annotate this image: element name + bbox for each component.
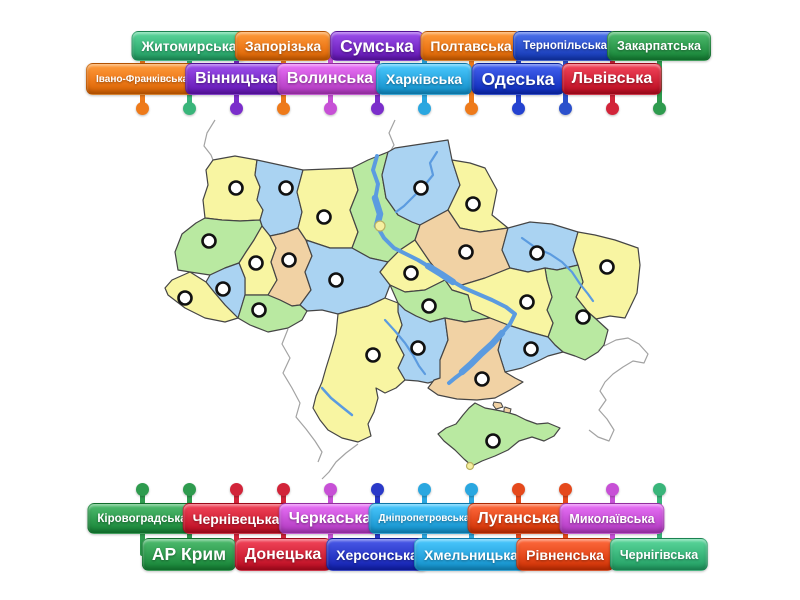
drag-label-mykolaivska[interactable]: Миколаївська <box>559 503 665 534</box>
answer-spot-kirovohrad[interactable] <box>421 298 437 314</box>
pin-dot-dnipropetrovska <box>417 482 431 496</box>
answer-spot-cherkasy[interactable] <box>403 265 419 281</box>
sivash-islet-1 <box>503 406 512 414</box>
drag-label-vinnytska[interactable]: Вінницька <box>185 63 287 95</box>
pin-dot-khmelnytska <box>464 482 478 496</box>
answer-spot-zakarpattia[interactable] <box>177 290 193 306</box>
drag-label-cherkaska[interactable]: Черкаська <box>278 503 382 534</box>
pin-dot-kirovohradska <box>135 482 149 496</box>
pin-dot-poltavska <box>464 101 478 115</box>
answer-spot-ternopil[interactable] <box>248 255 264 271</box>
drag-label-chernivetska[interactable]: Чернівецька <box>182 503 290 534</box>
sivash-islet-0 <box>492 401 504 410</box>
answer-spot-dnipropetrovsk[interactable] <box>519 294 535 310</box>
drag-label-volynska[interactable]: Волинська <box>276 63 384 95</box>
drag-label-poltavska[interactable]: Полтавська <box>420 31 522 61</box>
answer-spot-crimea[interactable] <box>485 433 501 449</box>
pin-dot-ivano-frankivska <box>135 101 149 115</box>
pin-dot-odeska <box>511 101 525 115</box>
answer-spot-donetsk[interactable] <box>575 309 591 325</box>
city-dot-sevastopol <box>465 461 475 471</box>
answer-spot-vinnytsia[interactable] <box>328 272 344 288</box>
answer-spot-odesa[interactable] <box>365 347 381 363</box>
drag-label-luhanska[interactable]: Луганська <box>467 503 569 534</box>
answer-spot-poltava[interactable] <box>458 244 474 260</box>
answer-spot-chernivtsi[interactable] <box>251 302 267 318</box>
answer-spot-zhytomyr[interactable] <box>316 209 332 225</box>
region-odesa <box>312 297 406 443</box>
drag-label-kirovohradska[interactable]: Кіровоградська <box>87 503 197 534</box>
answer-spot-volyn[interactable] <box>228 180 244 196</box>
river-3 <box>458 329 506 376</box>
neighbor-border-line-3 <box>321 443 359 480</box>
drag-label-lvivska[interactable]: Львівська <box>561 63 663 95</box>
answer-spot-ivano-frankivsk[interactable] <box>215 281 231 297</box>
drag-label-khersonska[interactable]: Херсонська <box>326 538 428 571</box>
pin-dot-kharkivska <box>417 101 431 115</box>
pin-dot-zakarpatska <box>652 101 666 115</box>
river-2 <box>424 262 457 286</box>
region-zakarpattia <box>164 271 239 323</box>
drag-label-ar-krym[interactable]: АР Крим <box>141 538 237 571</box>
pin-dot-donetska <box>276 482 290 496</box>
answer-spot-lviv[interactable] <box>201 233 217 249</box>
pin-dot-cherkaska <box>323 482 337 496</box>
region-zhytomyr <box>296 167 359 249</box>
pin-dot-ternopilska <box>558 101 572 115</box>
answer-spot-zaporizhzhia[interactable] <box>523 341 539 357</box>
answer-spot-rivne[interactable] <box>278 180 294 196</box>
answer-spot-sumy[interactable] <box>465 196 481 212</box>
pin-dot-sumska <box>370 101 384 115</box>
neighbor-border-line-1 <box>388 119 396 153</box>
answer-spot-luhansk[interactable] <box>599 259 615 275</box>
drag-label-chernihivska[interactable]: Чернігівська <box>609 538 709 571</box>
drag-label-khmelnytska[interactable]: Хмельницька <box>413 538 529 571</box>
pin-dot-luhanska <box>511 482 525 496</box>
city-dot-kyiv-city <box>374 220 386 232</box>
drag-label-ternopilska[interactable]: Тернопільська <box>513 31 617 61</box>
pin-dot-zhytomyrska <box>182 101 196 115</box>
drag-label-kharkivska[interactable]: Харківська <box>375 63 473 95</box>
answer-spot-khmelnytskyi[interactable] <box>281 252 297 268</box>
answer-spot-chernihiv[interactable] <box>413 180 429 196</box>
pin-dot-vinnytska <box>229 101 243 115</box>
neighbor-border-line-0 <box>203 119 216 161</box>
neighbor-border-line-4 <box>588 337 649 442</box>
drag-label-ivano-frankivska[interactable]: Івано-Франківська <box>85 63 199 95</box>
answer-spot-mykolaiv[interactable] <box>410 340 426 356</box>
drag-label-zhytomyrska[interactable]: Житомирська <box>131 31 247 61</box>
pin-dot-chernivetska <box>229 482 243 496</box>
river-7 <box>320 386 354 417</box>
river-6 <box>383 318 427 376</box>
drag-label-sumska[interactable]: Сумська <box>330 31 424 61</box>
region-crimea <box>437 402 561 467</box>
answer-spot-kharkiv[interactable] <box>529 245 545 261</box>
drag-label-zakarpatska[interactable]: Закарпатська <box>607 31 711 61</box>
drag-label-donetska[interactable]: Донецька <box>234 538 332 571</box>
neighbor-border-line-2 <box>281 328 323 463</box>
drag-label-odeska[interactable]: Одеська <box>471 63 565 95</box>
pin-dot-khersonska <box>370 482 384 496</box>
answer-spot-kherson[interactable] <box>474 371 490 387</box>
pin-dot-zaporizka <box>276 101 290 115</box>
drag-label-zaporizka[interactable]: Запорізька <box>234 31 332 61</box>
drag-label-rivnenska[interactable]: Рівненська <box>516 538 614 571</box>
pin-dot-chernihivska <box>652 482 666 496</box>
pin-dot-rivnenska <box>558 482 572 496</box>
pin-dot-volynska <box>323 101 337 115</box>
pin-dot-lvivska <box>605 101 619 115</box>
pin-dot-ar-krym <box>182 482 196 496</box>
pin-dot-mykolaivska <box>605 482 619 496</box>
region-sumy <box>447 159 509 233</box>
drag-label-dnipropetrovska[interactable]: Дніпропетровська <box>368 503 480 534</box>
region-rivne <box>254 159 304 237</box>
